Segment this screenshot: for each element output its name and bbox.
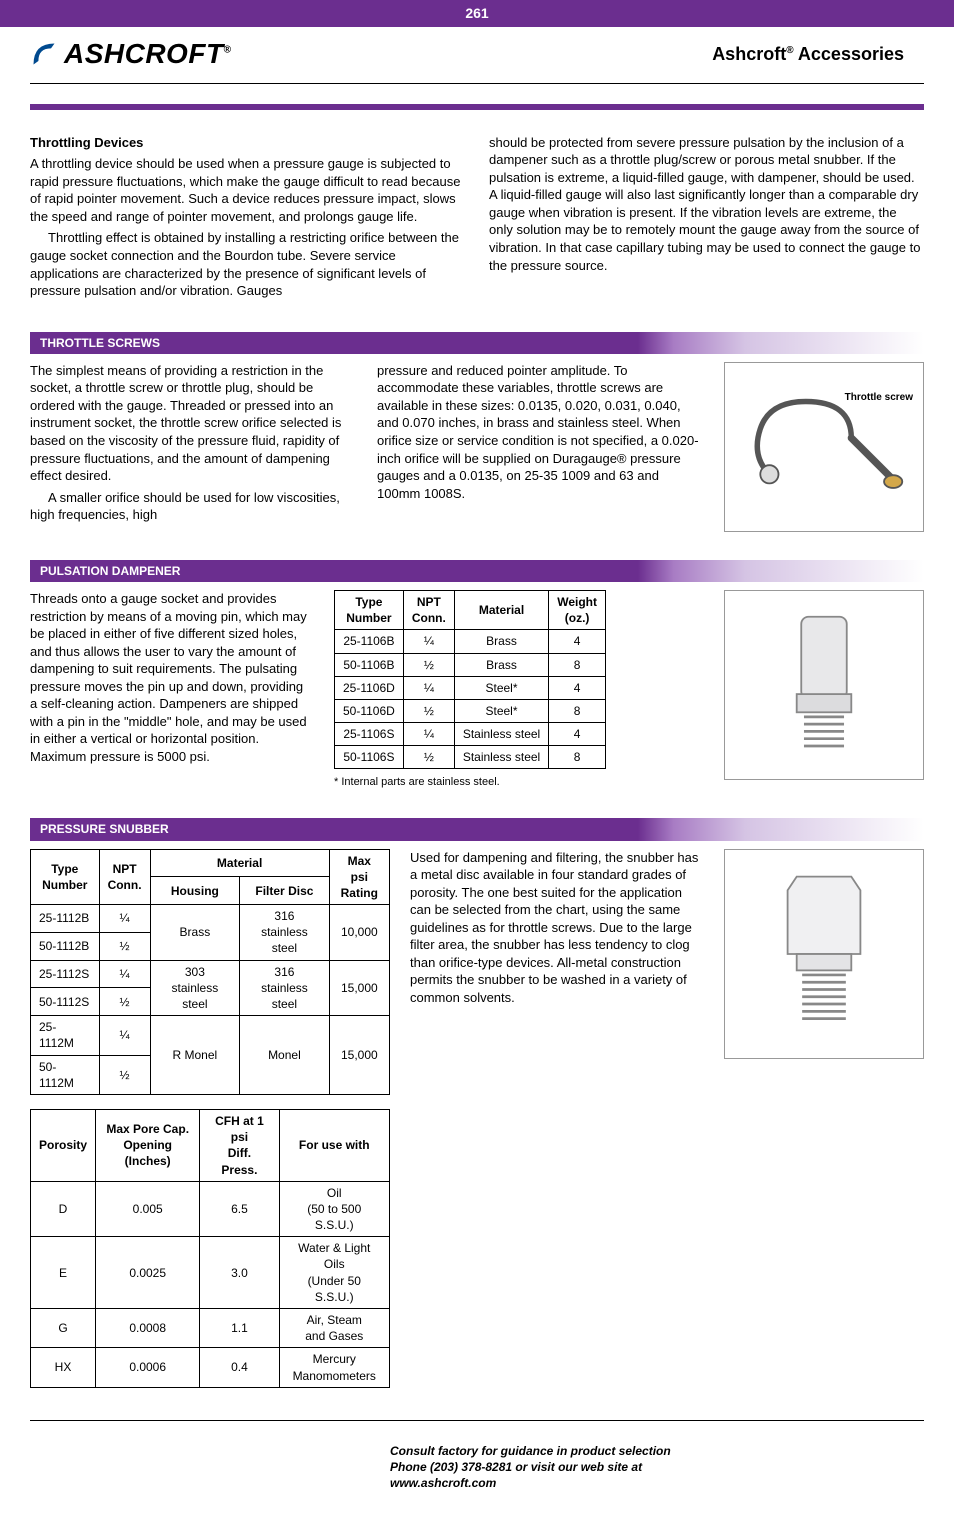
pulsation-table: TypeNumberNPTConn.MaterialWeight(oz.) 25… — [334, 590, 606, 770]
pulsation-text: Threads onto a gauge socket and provides… — [30, 590, 310, 769]
table-row: 50-1106B½Brass8 — [335, 653, 606, 676]
table-row: G0.00081.1Air, Steamand Gases — [31, 1309, 390, 1348]
logo-mark-icon — [30, 40, 58, 68]
table-header: CFH at 1 psiDiff. Press. — [200, 1109, 279, 1181]
footer-note: Consult factory for guidance in product … — [390, 1443, 924, 1492]
table-row: E0.00253.0Water & Light Oils(Under 50 S.… — [31, 1237, 390, 1309]
table-row: HX0.00060.4MercuryManomometers — [31, 1348, 390, 1387]
throttle-col1: The simplest means of providing a restri… — [30, 362, 353, 528]
table-header: Max Pore Cap.Opening (Inches) — [96, 1109, 200, 1181]
table-header: For use with — [279, 1109, 390, 1181]
col-disc: Filter Disc — [240, 877, 329, 905]
footer-rule — [30, 1420, 924, 1421]
table-row: 25-1106B¼Brass4 — [335, 630, 606, 653]
intro-section: Throttling Devices A throttling device s… — [30, 134, 924, 304]
table-row: 50-1106S½Stainless steel8 — [335, 746, 606, 769]
snubber-text: Used for dampening and filtering, the sn… — [410, 849, 704, 1007]
col-max: Max psiRating — [329, 849, 389, 905]
pulsation-table-wrap: TypeNumberNPTConn.MaterialWeight(oz.) 25… — [334, 590, 700, 790]
table-row: 25-1112S¼303stainless steel316stainless … — [31, 960, 390, 988]
snubber-image — [724, 849, 924, 1059]
snubber-icon — [733, 859, 915, 1049]
snubber-body: TypeNumber NPTConn. Material Max psiRati… — [30, 849, 924, 1402]
col-material: Material — [150, 849, 329, 877]
section-bar-snubber: PRESSURE SNUBBER — [30, 818, 924, 840]
intro-right-p1: should be protected from severe pressure… — [489, 134, 924, 274]
snubber-table1: TypeNumber NPTConn. Material Max psiRati… — [30, 849, 390, 1095]
col-npt: NPTConn. — [99, 849, 150, 905]
section-bar-pulsation: PULSATION DAMPENER — [30, 560, 924, 582]
table-header: Weight(oz.) — [549, 590, 606, 629]
table-header: TypeNumber — [335, 590, 404, 629]
logo: ASHCROFT® — [30, 35, 231, 73]
table-header: Porosity — [31, 1109, 96, 1181]
table-row: 50-1106D½Steel*8 — [335, 699, 606, 722]
section-bar-throttle: THROTTLE SCREWS — [30, 332, 924, 354]
throttle-img-label: Throttle screw — [845, 391, 913, 405]
intro-left: Throttling Devices A throttling device s… — [30, 134, 465, 304]
table-header: Material — [454, 590, 548, 629]
header: ASHCROFT® Ashcroft® Accessories — [0, 27, 954, 83]
page-number: 261 — [465, 5, 488, 21]
table-row: 25-1106D¼Steel*4 — [335, 676, 606, 699]
intro-left-p1: A throttling device should be used when … — [30, 155, 465, 225]
header-title: Ashcroft® Accessories — [712, 42, 904, 66]
logo-text: ASHCROFT® — [64, 35, 231, 73]
throttle-col2: pressure and reduced pointer amplitude. … — [377, 362, 700, 528]
pulsation-footnote: * Internal parts are stainless steel. — [334, 775, 700, 790]
dampener-image — [724, 590, 924, 780]
intro-left-p2: Throttling effect is obtained by install… — [30, 229, 465, 299]
table-row: 25-1106S¼Stainless steel4 — [335, 723, 606, 746]
table-row: 25-1112B¼Brass316stainless steel10,000 — [31, 905, 390, 933]
table-header: NPTConn. — [403, 590, 454, 629]
table-row: D0.0056.5Oil(50 to 500 S.S.U.) — [31, 1181, 390, 1237]
rule-thick — [30, 104, 924, 110]
snubber-table2: PorosityMax Pore Cap.Opening (Inches)CFH… — [30, 1109, 390, 1388]
rule-thin — [30, 83, 924, 84]
table-row: 25-1112M¼R MonelMonel15,000 — [31, 1016, 390, 1055]
pulsation-body: Threads onto a gauge socket and provides… — [30, 590, 924, 790]
intro-right: should be protected from severe pressure… — [489, 134, 924, 304]
intro-heading: Throttling Devices — [30, 135, 143, 150]
page-number-bar: 261 — [0, 0, 954, 27]
col-type: TypeNumber — [31, 849, 100, 905]
throttle-body: The simplest means of providing a restri… — [30, 362, 924, 532]
dampener-icon — [733, 600, 915, 770]
col-housing: Housing — [150, 877, 240, 905]
throttle-image: Throttle screw — [724, 362, 924, 532]
snubber-tables: TypeNumber NPTConn. Material Max psiRati… — [30, 849, 390, 1402]
